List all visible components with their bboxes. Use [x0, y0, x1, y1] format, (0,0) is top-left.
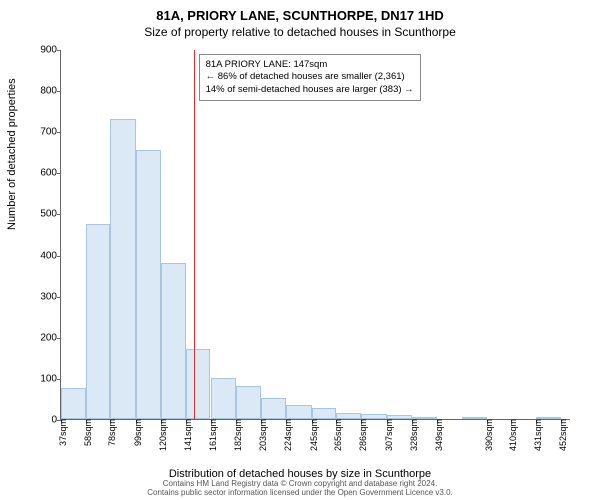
histogram-bar: [161, 263, 186, 419]
x-tick-label: 390sqm: [480, 419, 494, 451]
x-tick-label: 286sqm: [354, 419, 368, 451]
x-tick-label: 58sqm: [79, 419, 93, 446]
x-tick-label: 245sqm: [305, 419, 319, 451]
chart-title: 81A, PRIORY LANE, SCUNTHORPE, DN17 1HD: [0, 0, 600, 23]
histogram-bar: [536, 417, 561, 419]
y-tick-mark: [57, 50, 61, 51]
marker-line: [194, 50, 195, 419]
histogram-bar: [261, 398, 286, 419]
footer-line1: Contains HM Land Registry data © Crown c…: [163, 479, 438, 488]
x-tick-label: 349sqm: [430, 419, 444, 451]
histogram-bar: [312, 408, 336, 420]
footer-attribution: Contains HM Land Registry data © Crown c…: [0, 479, 600, 498]
x-tick-label: 99sqm: [129, 419, 143, 446]
y-axis-label: Number of detached properties: [6, 78, 18, 230]
histogram-bar: [136, 150, 161, 419]
x-tick-label: 431sqm: [529, 419, 543, 451]
histogram-bar: [361, 414, 386, 419]
y-tick-mark: [57, 256, 61, 257]
chart-container: 81A, PRIORY LANE, SCUNTHORPE, DN17 1HD S…: [0, 0, 600, 500]
x-tick-label: 410sqm: [504, 419, 518, 451]
y-tick-mark: [57, 214, 61, 215]
x-tick-label: 78sqm: [103, 419, 117, 446]
x-tick-label: 141sqm: [179, 419, 193, 451]
y-tick-mark: [57, 91, 61, 92]
histogram-bar: [110, 119, 135, 419]
histogram-bar: [61, 388, 86, 419]
x-tick-label: 328sqm: [405, 419, 419, 451]
x-tick-label: 161sqm: [204, 419, 218, 451]
x-tick-label: 182sqm: [229, 419, 243, 451]
chart-subtitle: Size of property relative to detached ho…: [0, 23, 600, 39]
y-tick-mark: [57, 297, 61, 298]
histogram-bar: [86, 224, 110, 419]
y-tick-mark: [57, 338, 61, 339]
y-tick-mark: [57, 132, 61, 133]
x-tick-label: 224sqm: [279, 419, 293, 451]
histogram-bar: [387, 415, 412, 419]
x-tick-label: 307sqm: [380, 419, 394, 451]
histogram-bar: [211, 378, 236, 419]
x-tick-label: 452sqm: [554, 419, 568, 451]
annotation-line1: 81A PRIORY LANE: 147sqm: [206, 59, 328, 70]
annotation-box: 81A PRIORY LANE: 147sqm← 86% of detached…: [199, 54, 421, 101]
histogram-bar: [186, 349, 210, 419]
plot-area: 010020030040050060070080090037sqm58sqm78…: [60, 50, 570, 420]
y-tick-mark: [57, 379, 61, 380]
histogram-bar: [286, 405, 311, 419]
x-tick-label: 203sqm: [254, 419, 268, 451]
x-tick-label: 265sqm: [329, 419, 343, 451]
y-tick-mark: [57, 173, 61, 174]
annotation-line2: ← 86% of detached houses are smaller (2,…: [206, 71, 405, 82]
histogram-bar: [462, 417, 486, 419]
x-tick-label: 37sqm: [54, 419, 68, 446]
footer-line2: Contains public sector information licen…: [147, 488, 453, 497]
histogram-bar: [412, 417, 437, 419]
annotation-line3: 14% of semi-detached houses are larger (…: [206, 84, 414, 95]
histogram-bar: [336, 413, 361, 419]
histogram-bar: [236, 386, 261, 419]
x-tick-label: 120sqm: [154, 419, 168, 451]
